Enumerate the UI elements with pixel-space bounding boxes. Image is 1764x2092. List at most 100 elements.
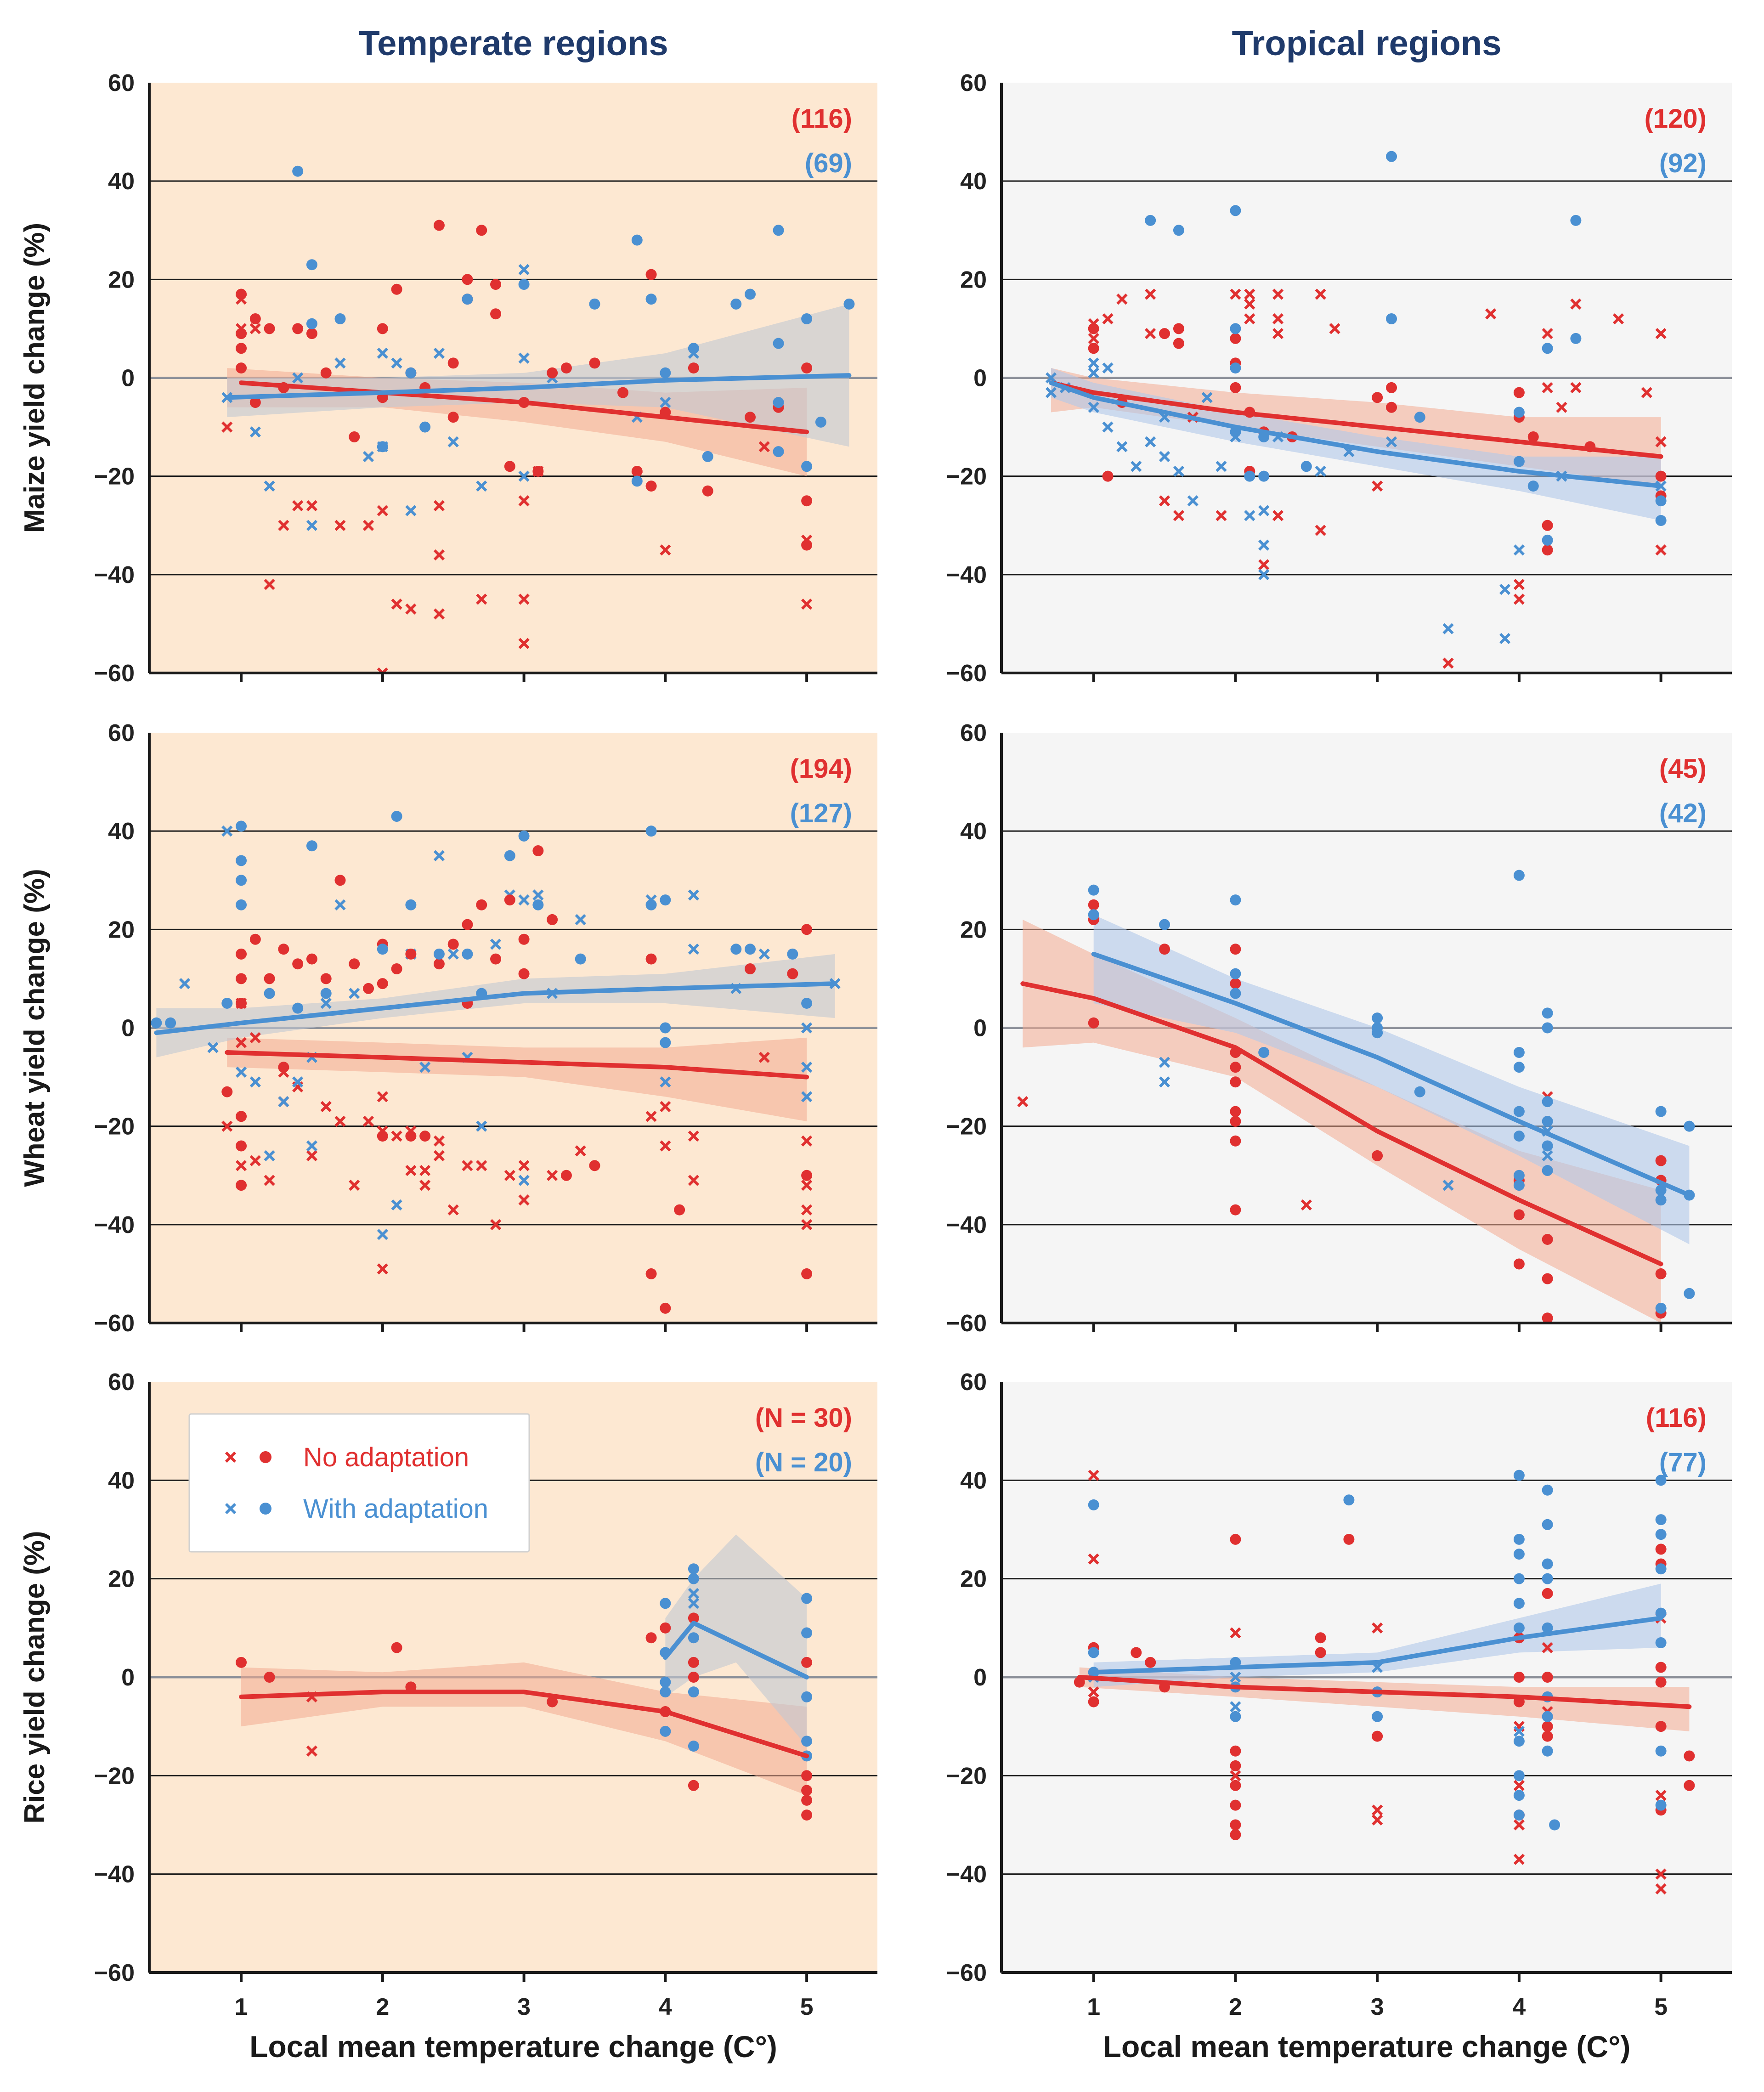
point-no-adaptation-cross	[1216, 510, 1227, 521]
column-titles: Temperate regions Tropical regions	[358, 24, 1501, 63]
point-with-adaptation-dot	[1372, 1711, 1383, 1722]
y-tick-label: 0	[121, 365, 135, 392]
y-tick-label: 40	[960, 1467, 987, 1494]
point-no-adaptation-dot	[1230, 1204, 1241, 1216]
point-no-adaptation-cross	[433, 1150, 445, 1162]
trend-line-no-adaptation	[239, 1690, 809, 1758]
point-with-adaptation-dot	[660, 1022, 671, 1034]
point-with-adaptation-cross	[306, 1140, 318, 1152]
point-no-adaptation-cross	[1513, 579, 1525, 590]
point-no-adaptation-cross	[1556, 401, 1567, 413]
point-no-adaptation-cross	[306, 1150, 318, 1162]
point-no-adaptation-cross	[660, 1101, 671, 1112]
point-with-adaptation-cross	[1442, 623, 1454, 634]
point-no-adaptation-dot	[377, 978, 388, 989]
plot-area	[1074, 1470, 1695, 1894]
point-with-adaptation-dot	[1542, 1022, 1553, 1034]
point-with-adaptation-dot	[1655, 1106, 1667, 1117]
y-tick-label: 20	[960, 916, 987, 943]
point-with-adaptation-dot	[1258, 1047, 1270, 1058]
point-no-adaptation-dot	[1159, 944, 1170, 955]
point-no-adaptation-dot	[1542, 1273, 1553, 1284]
point-with-adaptation-dot	[645, 825, 657, 837]
point-no-adaptation-dot	[801, 495, 813, 507]
point-no-adaptation-dot	[1655, 1268, 1667, 1279]
point-no-adaptation-cross	[1655, 1790, 1667, 1801]
y-tick-label: −40	[94, 562, 135, 588]
point-no-adaptation-dot	[1655, 470, 1667, 482]
point-no-adaptation-dot	[1173, 338, 1184, 349]
point-no-adaptation-dot	[1159, 328, 1170, 339]
point-with-adaptation-dot	[1343, 1494, 1355, 1506]
point-with-adaptation-cross	[433, 850, 445, 861]
point-with-adaptation-dot	[1088, 1499, 1099, 1510]
point-no-adaptation-cross	[334, 1115, 346, 1127]
point-with-adaptation-dot	[1173, 225, 1184, 236]
point-no-adaptation-dot	[419, 1131, 431, 1142]
point-with-adaptation-cross	[1159, 451, 1170, 462]
x-tick-label: 2	[376, 1994, 389, 2020]
point-with-adaptation-dot	[292, 165, 304, 177]
point-with-adaptation-cross	[433, 347, 445, 359]
count-with-adaptation: (127)	[790, 798, 852, 828]
point-no-adaptation-cross	[1300, 1199, 1312, 1211]
point-with-adaptation-cross	[1116, 441, 1128, 452]
trend-line-with-adaptation	[154, 981, 837, 1035]
point-no-adaptation-cross	[334, 520, 346, 531]
point-no-adaptation-cross	[249, 1032, 261, 1044]
confidence-band-with-adaptation	[665, 1534, 807, 1747]
point-with-adaptation-dot	[1655, 1184, 1667, 1196]
point-with-adaptation-dot	[801, 461, 813, 472]
point-with-adaptation-cross	[1173, 465, 1185, 477]
point-with-adaptation-cross	[292, 1076, 304, 1088]
panel-maize-tropical: 60 40 20 0 −20 −40 −60 (120) (92)	[946, 70, 1732, 687]
x-tick-label: 4	[659, 1994, 672, 2020]
point-with-adaptation-cross	[1088, 401, 1099, 413]
point-with-adaptation-cross	[377, 1229, 388, 1240]
point-no-adaptation-dot	[334, 875, 346, 886]
point-no-adaptation-cross	[433, 549, 445, 561]
point-with-adaptation-cross	[490, 939, 502, 950]
point-no-adaptation-dot	[1655, 1155, 1667, 1166]
y-tick-label: −40	[94, 1861, 135, 1888]
y-tick-label: 40	[108, 168, 135, 195]
point-with-adaptation-dot	[1513, 1770, 1525, 1781]
legend-cross-icon	[225, 1503, 237, 1515]
y-tick-label: 20	[960, 1566, 987, 1593]
point-no-adaptation-cross	[1244, 288, 1255, 300]
row-labels: Maize yield change (%) Wheat yield change…	[19, 223, 51, 1824]
point-no-adaptation-cross	[801, 598, 813, 610]
point-no-adaptation-dot	[391, 963, 402, 974]
point-no-adaptation-dot	[1542, 1672, 1553, 1683]
point-with-adaptation-dot	[1542, 534, 1553, 546]
point-with-adaptation-dot	[236, 855, 247, 866]
point-no-adaptation-cross	[1372, 1622, 1383, 1634]
point-with-adaptation-dot	[575, 953, 586, 965]
point-with-adaptation-cross	[235, 1066, 247, 1078]
point-no-adaptation-dot	[405, 948, 417, 960]
point-with-adaptation-cross	[801, 1062, 813, 1073]
point-with-adaptation-dot	[787, 948, 798, 960]
point-with-adaptation-cross	[518, 264, 530, 276]
point-no-adaptation-cross	[1513, 1854, 1525, 1865]
y-tick-label: −60	[946, 660, 987, 687]
trend-line-with-adaptation	[225, 373, 852, 400]
point-no-adaptation-dot	[801, 1268, 813, 1279]
point-no-adaptation-cross	[758, 441, 770, 452]
point-with-adaptation-cross	[221, 825, 233, 837]
point-no-adaptation-cross	[518, 594, 530, 605]
point-no-adaptation-cross	[1272, 510, 1284, 521]
count-no-adaptation: (116)	[792, 104, 852, 134]
point-no-adaptation-dot	[1088, 323, 1099, 334]
point-no-adaptation-dot	[518, 968, 530, 979]
point-with-adaptation-dot	[1088, 909, 1099, 921]
point-no-adaptation-cross	[349, 1180, 360, 1191]
y-tick-label: 0	[121, 1664, 135, 1691]
point-no-adaptation-dot	[674, 1204, 685, 1216]
point-with-adaptation-dot	[1230, 968, 1241, 979]
point-with-adaptation-dot	[1386, 151, 1397, 162]
point-with-adaptation-dot	[1414, 412, 1425, 423]
point-with-adaptation-dot	[1372, 1012, 1383, 1024]
point-with-adaptation-cross	[1045, 387, 1057, 398]
point-no-adaptation-cross	[801, 1204, 813, 1216]
